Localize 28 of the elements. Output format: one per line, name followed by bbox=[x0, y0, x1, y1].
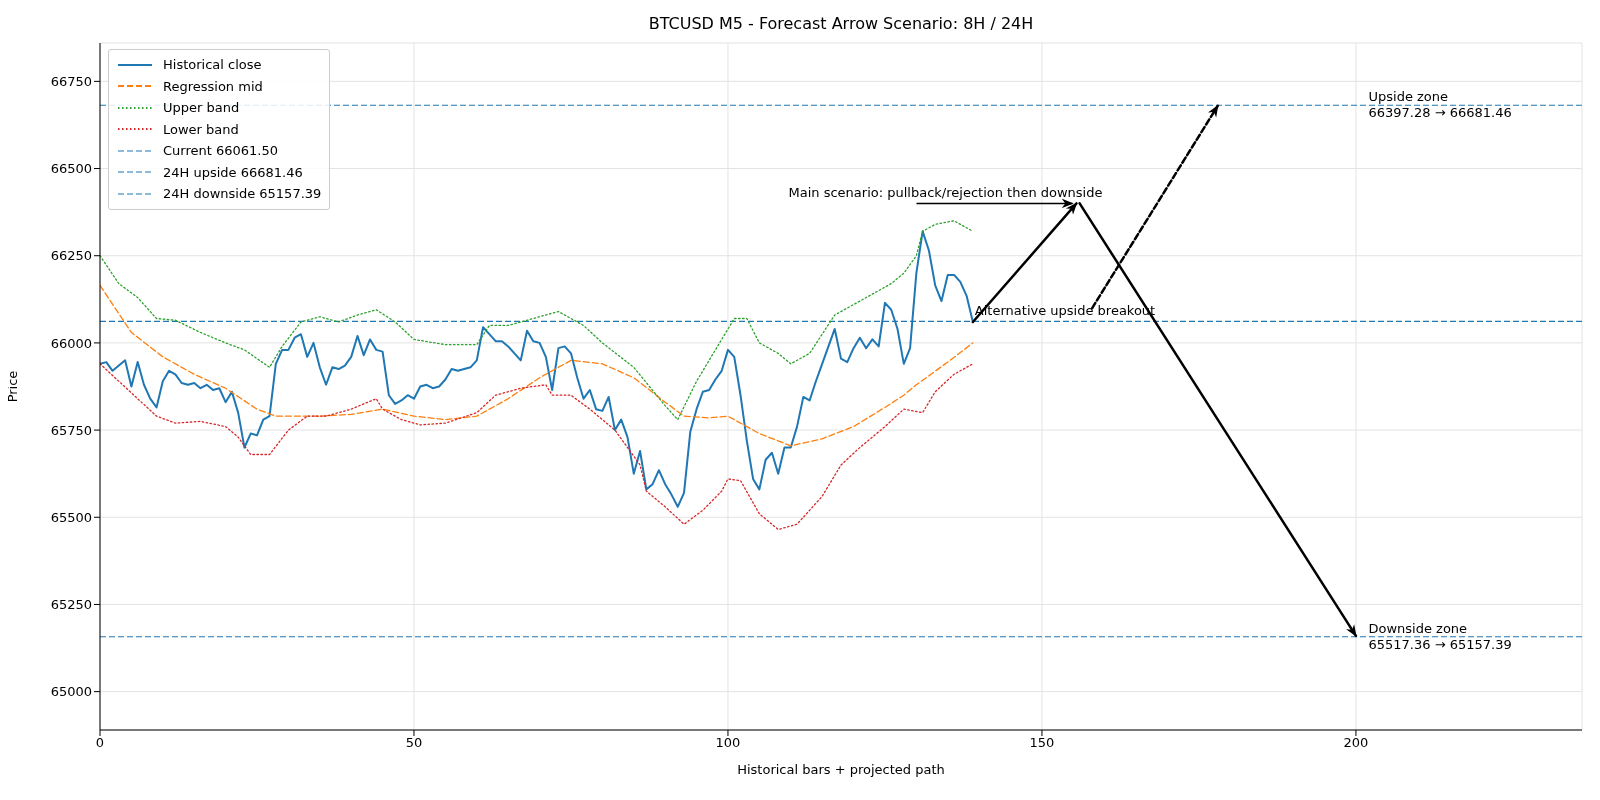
x-tick-label: 200 bbox=[1343, 735, 1369, 751]
y-tick-label: 65750 bbox=[50, 422, 92, 438]
x-tick-label: 150 bbox=[1029, 735, 1055, 751]
x-tick-label: 50 bbox=[405, 735, 423, 751]
line-series bbox=[100, 284, 974, 447]
y-tick-label: 66250 bbox=[50, 248, 92, 264]
chart-title: BTCUSD M5 - Forecast Arrow Scenario: 8H / 24H bbox=[647, 14, 1035, 33]
y-tick-label: 66750 bbox=[50, 73, 92, 89]
legend-label: Regression mid bbox=[163, 77, 263, 96]
legend-label: Upper band bbox=[163, 99, 240, 117]
y-tick-label: 66500 bbox=[50, 161, 92, 177]
annotation: Downside zone 65517.36 → 65157.39 bbox=[1368, 620, 1512, 652]
legend-label: Lower band bbox=[163, 120, 239, 139]
line-series bbox=[100, 363, 974, 531]
y-tick-label: 66000 bbox=[50, 335, 92, 351]
legend-label: Historical close bbox=[163, 56, 262, 74]
annotation: Main scenario: pullback/rejection then downside bbox=[788, 185, 1103, 201]
legend-label: Current 66061.50 bbox=[163, 142, 278, 160]
annotation: Upside zone 66397.28 → 66681.46 bbox=[1368, 89, 1512, 121]
legend-label: 24H downside 65157.39 bbox=[163, 185, 322, 203]
y-tick-label: 65500 bbox=[50, 509, 92, 525]
legend-label: 24H upside 66681.46 bbox=[163, 163, 303, 182]
x-tick-label: 0 bbox=[95, 735, 105, 751]
x-tick-label: 100 bbox=[715, 735, 741, 751]
y-tick-label: 65000 bbox=[50, 684, 92, 700]
line-series bbox=[100, 220, 974, 421]
x-axis-title: Historical bars + projected path bbox=[737, 762, 945, 777]
y-tick-label: 65250 bbox=[50, 597, 92, 613]
